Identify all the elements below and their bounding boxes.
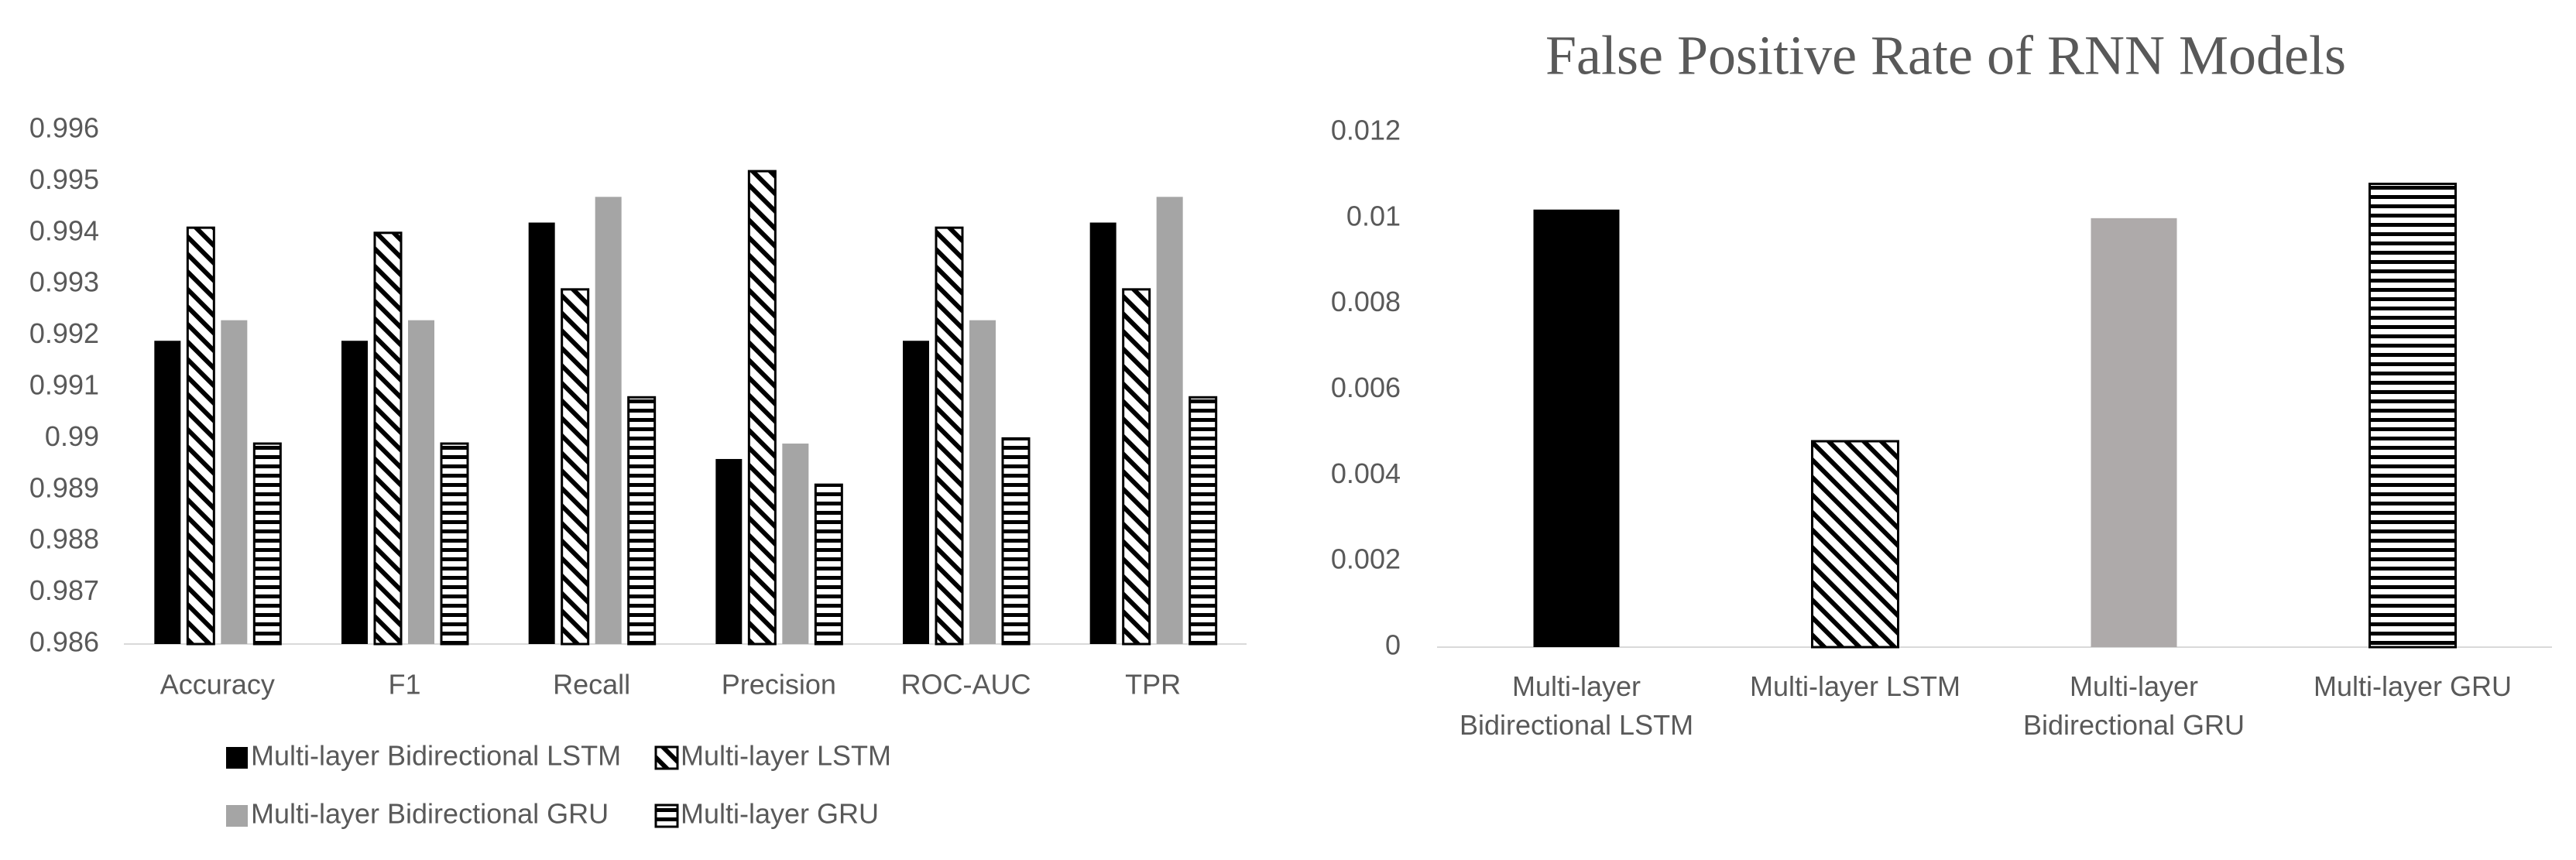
legend-label: Multi-layer Bidirectional LSTM xyxy=(251,740,621,772)
y-tick-label: 0.012 xyxy=(1331,115,1401,146)
y-tick-label: 0 xyxy=(1385,629,1401,661)
y-tick-label: 0.004 xyxy=(1331,457,1401,489)
y-tick-label: 0.991 xyxy=(29,369,99,401)
bar xyxy=(373,231,403,646)
x-tick-label: Multi-layer LSTM xyxy=(1749,670,1961,702)
bar xyxy=(715,458,743,644)
y-tick-label: 0.99 xyxy=(45,420,99,452)
y-tick-label: 0.002 xyxy=(1331,543,1401,575)
legend-marker xyxy=(226,805,248,827)
bar xyxy=(1156,197,1183,644)
bar xyxy=(969,320,996,644)
y-tick-label: 0.008 xyxy=(1331,286,1401,317)
y-tick-label: 0.993 xyxy=(29,266,99,298)
bar xyxy=(903,341,929,644)
bar xyxy=(408,320,434,644)
bar xyxy=(252,442,282,646)
y-tick-label: 0.987 xyxy=(29,574,99,606)
bar xyxy=(2368,183,2457,649)
x-tick-label: ROC-AUC xyxy=(901,669,1031,701)
bar xyxy=(814,483,843,646)
x-tick-label: Precision xyxy=(722,669,836,701)
bar xyxy=(782,444,809,644)
y-tick-label: 0.996 xyxy=(29,112,99,144)
x-tick-label: TPR xyxy=(1125,669,1181,701)
y-tick-label: 0.986 xyxy=(29,626,99,658)
bar xyxy=(440,442,469,646)
x-tick-label: Recall xyxy=(553,669,630,701)
bar xyxy=(154,341,181,644)
chart-title: False Positive Rate of RNN Models xyxy=(1545,25,2346,87)
y-tick-label: 0.995 xyxy=(29,163,99,195)
bar xyxy=(1811,440,1899,649)
bar xyxy=(935,226,964,646)
y-tick-label: 0.994 xyxy=(29,214,99,246)
bar xyxy=(2091,218,2177,647)
y-tick-label: 0.988 xyxy=(29,523,99,555)
bar xyxy=(528,222,555,644)
bar xyxy=(1533,209,1620,647)
legend-marker xyxy=(654,803,679,828)
bar xyxy=(561,288,590,646)
y-tick-label: 0.006 xyxy=(1331,372,1401,403)
x-tick-label: Accuracy xyxy=(160,669,275,701)
y-tick-label: 0.992 xyxy=(29,317,99,349)
bar xyxy=(747,170,777,646)
x-tick-label: Multi-layer GRU xyxy=(2313,670,2513,702)
bar xyxy=(627,396,657,646)
bar xyxy=(186,226,215,646)
x-tick-label: Multi-layer Bidirectional LSTM xyxy=(1459,670,1694,741)
legend-label: Multi-layer LSTM xyxy=(681,740,891,772)
bar xyxy=(1122,288,1151,646)
y-tick-label: 0.01 xyxy=(1346,200,1401,231)
x-tick-label: Multi-layer Bidirectional GRU xyxy=(2022,670,2245,741)
legend-marker xyxy=(654,745,679,770)
x-tick-label: F1 xyxy=(388,669,420,701)
bar xyxy=(341,341,368,644)
bar xyxy=(595,197,622,644)
bar xyxy=(1189,396,1218,646)
bar xyxy=(1001,437,1031,646)
legend-label: Multi-layer GRU xyxy=(681,798,879,830)
bar xyxy=(221,320,248,644)
legend-label: Multi-layer Bidirectional GRU xyxy=(251,798,609,830)
bar xyxy=(1089,222,1116,644)
y-tick-label: 0.989 xyxy=(29,471,99,503)
legend-marker xyxy=(226,747,248,769)
